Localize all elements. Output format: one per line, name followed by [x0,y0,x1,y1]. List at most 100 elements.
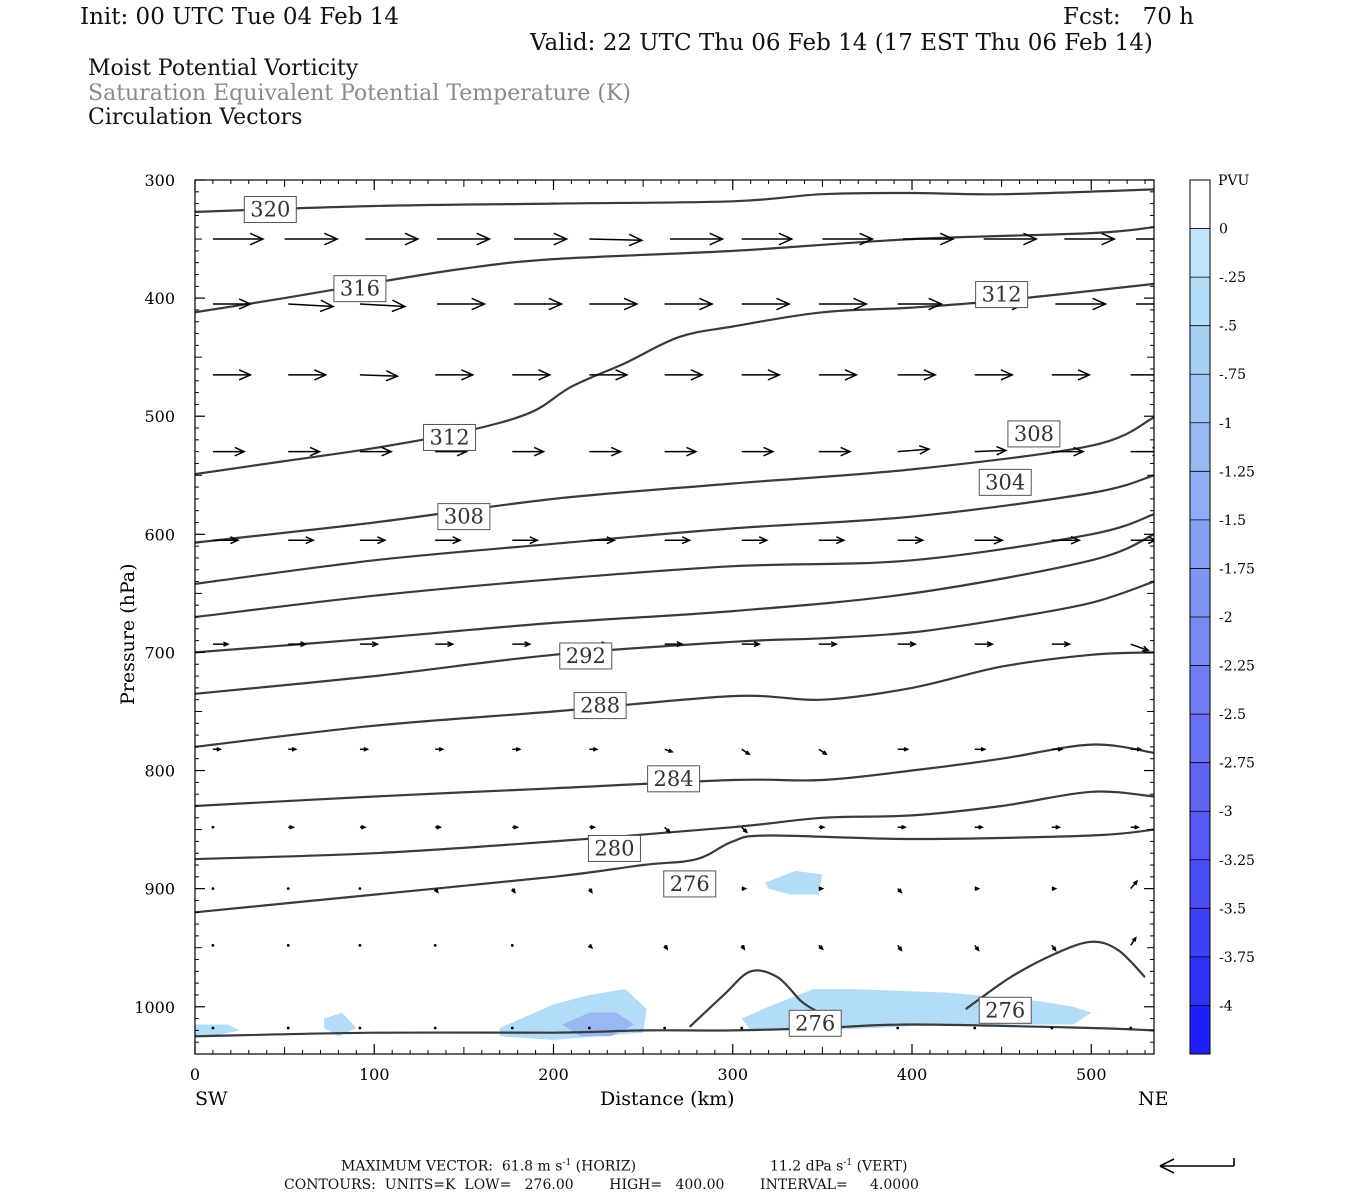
vector-80 [359,746,370,752]
vector-0 [212,232,265,246]
contour-label-10: 280 [594,836,634,860]
contour-line-13 [688,969,816,1028]
vector-dot [286,887,290,891]
vector-52 [212,536,240,545]
vector-55 [435,536,463,545]
vector-117 [211,943,215,947]
reference-vector-arrow [1159,1158,1235,1174]
vector-head [686,446,698,457]
contour-label-box-3 [423,423,477,451]
vector-10 [983,232,1039,246]
vector-dot [973,1026,977,1030]
vector-head [897,888,903,894]
vector-head [1136,746,1143,752]
vector-38 [1130,374,1154,376]
vector-dot [433,1026,437,1030]
pv-shade-region-5 [765,870,823,895]
vector-head [305,536,316,545]
vector-41 [359,446,394,457]
title-theta-es: Saturation Equivalent Potential Temperat… [88,81,631,106]
vector-8 [822,232,875,246]
contour-line-14 [965,940,1146,1010]
vector-shaft [974,449,1007,453]
pv-shading [195,870,1092,1040]
vector-123 [663,944,669,951]
vector-head [897,946,903,952]
vector-dot [510,1026,514,1030]
vector-head [289,824,296,830]
vector-head [980,746,987,752]
vector-34 [818,369,859,381]
vector-96 [589,824,597,830]
vector-95 [512,824,520,830]
vector-56 [512,536,540,545]
colorbar-label: -1.25 [1219,464,1255,480]
vector-45 [664,446,698,457]
vector-head [230,536,240,545]
vector-head [533,446,546,457]
vector-108 [510,888,516,894]
vector-46 [741,446,775,457]
vector-head [974,946,980,952]
vector-99 [818,824,826,830]
vector-head [903,746,910,752]
vector-head [438,746,445,752]
vector-40 [288,446,322,457]
contour-label-2: 312 [982,283,1022,307]
vector-head [553,232,569,246]
vector-25 [1136,303,1154,305]
contour-label-box-8 [573,692,627,720]
contour-label-1: 316 [340,277,380,301]
vector-head [740,945,746,951]
vector-dot [286,943,290,947]
vector-93 [359,824,367,830]
vector-114 [974,886,981,891]
colorbar-segment-7 [1190,519,1210,569]
vector-63 [1051,535,1082,545]
vector-139 [896,1026,900,1030]
vector-dot [211,887,215,891]
vector-72 [741,641,762,648]
vector-head [763,446,775,457]
vector-shaft [1130,643,1149,652]
vector-13 [212,298,253,310]
vector-head [1077,369,1092,381]
vector-head [676,641,684,648]
vector-105 [286,887,290,891]
valid-time: Valid: 22 UTC Thu 06 Feb 14 (17 EST Thu … [530,30,1153,56]
vector-head [510,888,516,894]
x-end-label-ne: NE [1138,1088,1169,1110]
vector-head [939,232,955,246]
vector-head [404,232,420,246]
vector-4 [514,232,569,246]
colorbar-segment-0 [1190,180,1210,230]
x-tick-label: 200 [538,1065,569,1084]
vector-head [690,369,704,381]
colorbar-segment-3 [1190,325,1210,375]
colorbar-label: -2.5 [1219,707,1246,723]
contour-label-box-5 [978,468,1032,496]
vector-49 [974,445,1008,456]
vector-head [923,369,938,381]
vector-84 [664,748,674,753]
contour-label-0: 320 [250,198,290,222]
vector-head [360,824,367,830]
vector-head [610,446,623,457]
vector-113 [897,888,903,894]
y-tick-label: 600 [144,525,175,544]
vector-91 [211,825,215,829]
vector-2 [365,232,420,246]
x-tick-label: 100 [359,1065,390,1084]
vector-head [587,943,594,950]
x-tick-label: 400 [897,1065,928,1084]
vector-83 [589,746,599,752]
vector-dot [1050,1026,1054,1030]
vector-head [1000,369,1015,381]
vector-head [588,888,593,894]
colorbar-label: -4 [1219,998,1233,1014]
vector-head [993,535,1005,545]
vector-57 [589,536,617,545]
vector-head [238,298,253,310]
vector-head [758,536,769,545]
vector-62 [974,535,1005,545]
